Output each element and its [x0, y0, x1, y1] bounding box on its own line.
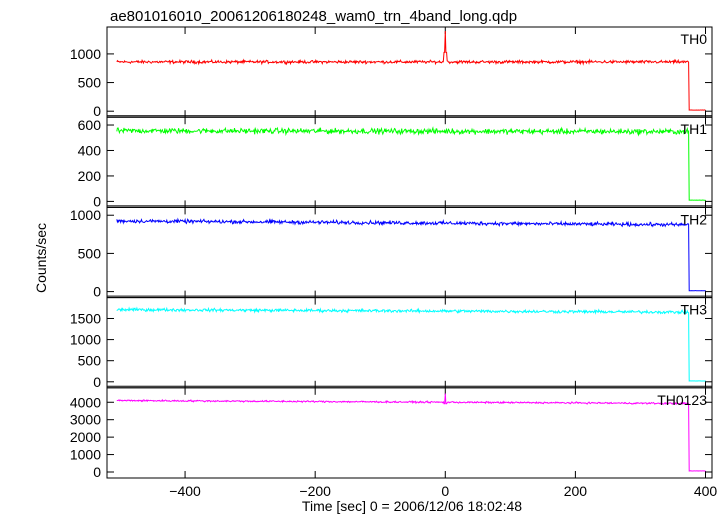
y-tick-label: 400 — [78, 142, 102, 158]
y-axis-title: Counts/sec — [33, 223, 49, 293]
y-tick-label: 0 — [93, 284, 101, 300]
series-line-th1 — [116, 126, 706, 201]
y-tick-label: 4000 — [70, 394, 101, 410]
x-axis: −400 −200 0 200 400 — [169, 483, 717, 499]
panel-th0: 0 500 1000 TH0 — [70, 26, 713, 119]
y-tick-label: 0 — [93, 193, 101, 209]
panel-label-th3: TH3 — [681, 302, 708, 318]
x-tick-label: 400 — [694, 483, 718, 499]
panels-group: 0 500 1000 TH0 0 200 400 600 TH1 0 500 1000 TH2 0 500 1… — [70, 26, 713, 480]
y-tick-label: 0 — [93, 464, 101, 480]
y-tick-label: 0 — [93, 374, 101, 390]
panel-frame — [106, 387, 713, 479]
x-tick-label: 200 — [564, 483, 588, 499]
y-tick-label: 1000 — [70, 447, 101, 463]
panel-label-th2: TH2 — [681, 211, 708, 227]
y-tick-label: 1000 — [70, 332, 101, 348]
y-tick-label: 500 — [78, 245, 102, 261]
panel-label-th0123: TH0123 — [657, 392, 707, 408]
y-tick-label: 500 — [78, 353, 102, 369]
chart-title: ae801016010_20061206180248_wam0_trn_4ban… — [110, 8, 517, 25]
panel-frame — [106, 26, 713, 118]
x-axis-title: Time [sec] 0 = 2006/12/06 18:02:48 — [302, 498, 522, 514]
series-line-th3 — [116, 306, 706, 382]
x-tick-label: −400 — [169, 483, 201, 499]
y-tick-label: 500 — [78, 75, 102, 91]
y-tick-label: 1000 — [70, 207, 101, 223]
series-line-th2 — [116, 217, 706, 292]
panel-th2: 0 500 1000 TH2 — [70, 205, 713, 300]
y-tick-label: 600 — [78, 117, 102, 133]
y-tick-label: 1500 — [70, 310, 101, 326]
panel-label-th1: TH1 — [681, 121, 708, 137]
series-line-th0123 — [116, 393, 706, 472]
series-line-th0 — [116, 30, 706, 111]
panel-th1: 0 200 400 600 TH1 — [78, 115, 713, 209]
y-tick-label: 200 — [78, 168, 102, 184]
y-tick-label: 3000 — [70, 412, 101, 428]
y-tick-label: 2000 — [70, 429, 101, 445]
x-tick-label: −200 — [299, 483, 331, 499]
panel-label-th0: TH0 — [681, 31, 708, 47]
panel-th3: 0 500 1000 1500 TH3 — [70, 295, 713, 390]
x-tick-label: 0 — [441, 483, 449, 499]
y-tick-label: 1000 — [70, 46, 101, 62]
y-tick-label: 0 — [93, 103, 101, 119]
